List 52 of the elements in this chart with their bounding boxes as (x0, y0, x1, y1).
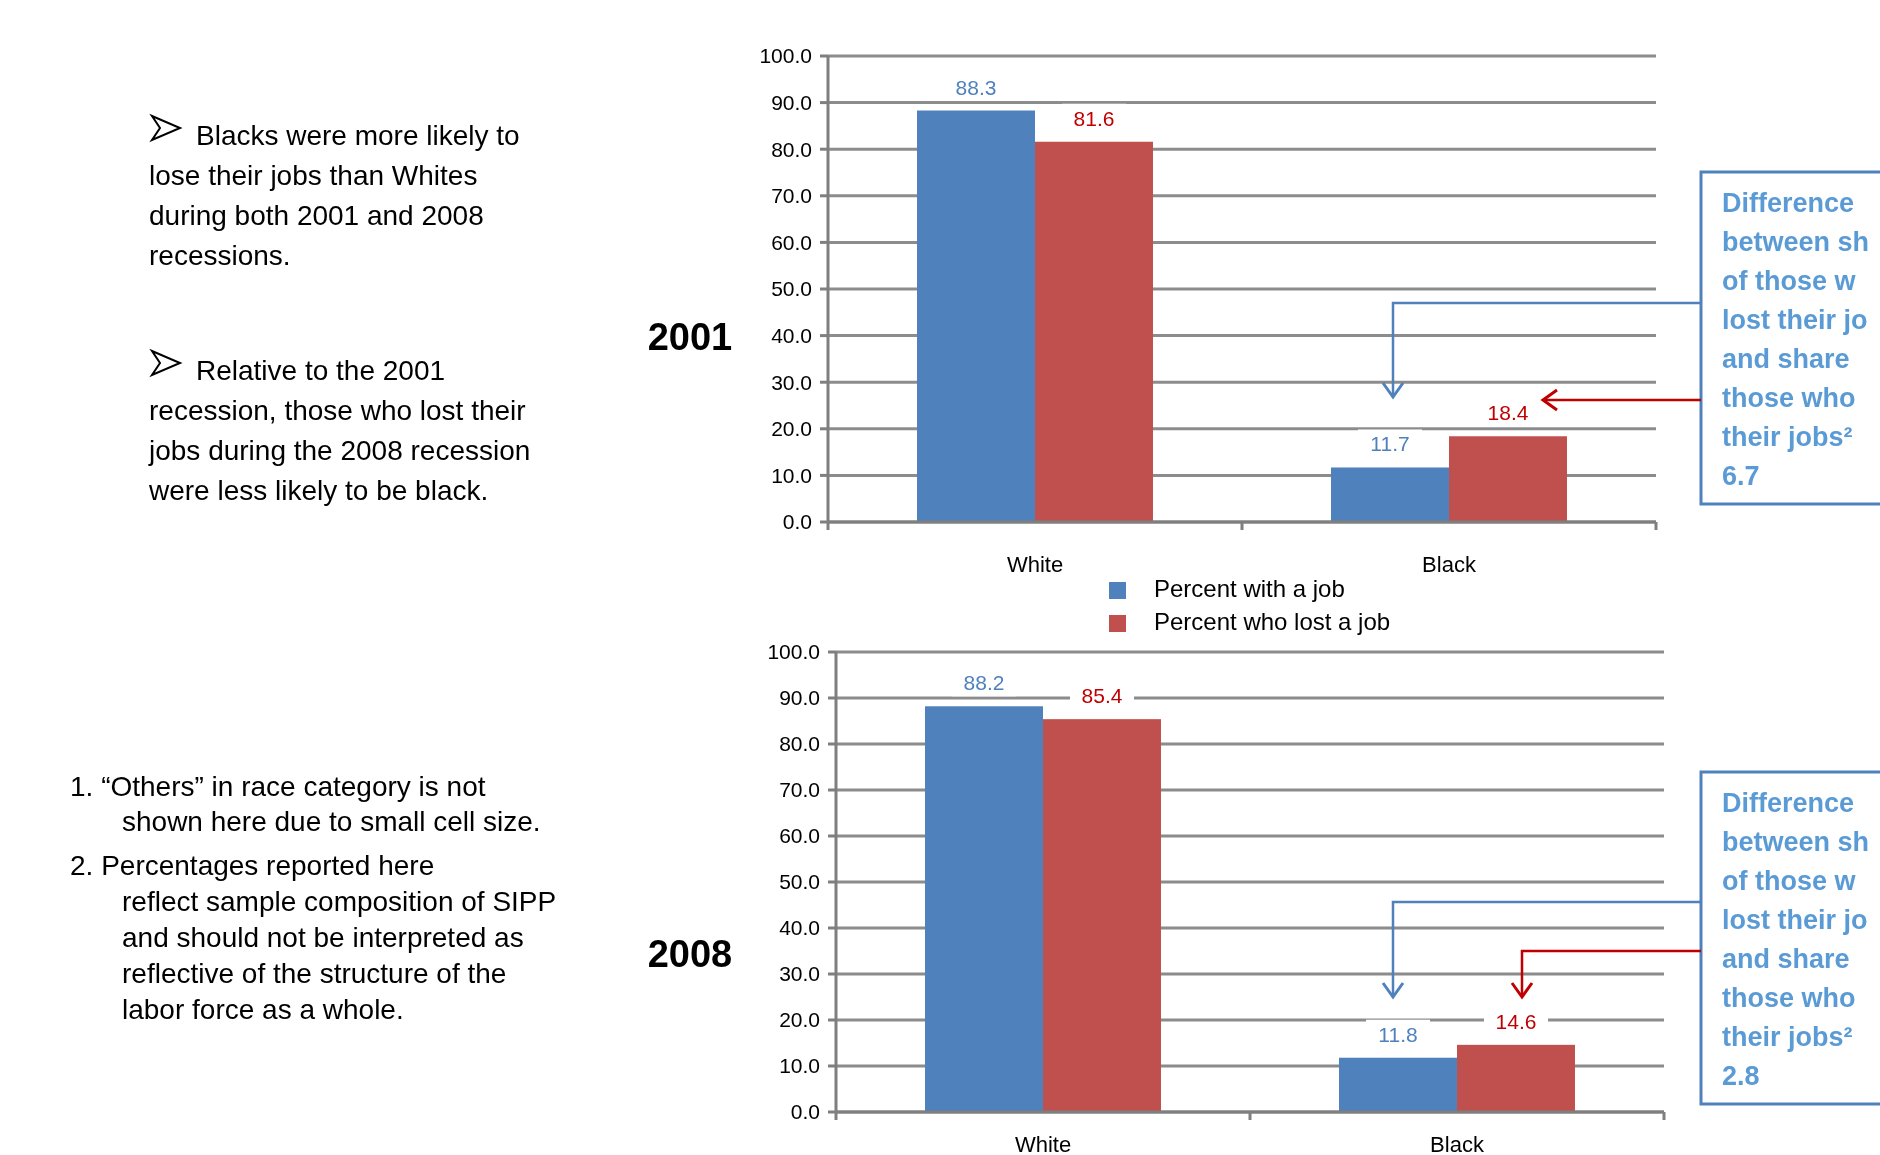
y-tick-label: 60.0 (779, 824, 820, 848)
bar (1043, 719, 1161, 1112)
x-tick-label: White (1006, 552, 1064, 577)
y-tick-label: 90.0 (771, 90, 812, 114)
y-tick-label: 40.0 (771, 323, 812, 347)
y-tick-label: 100.0 (759, 44, 812, 68)
text: Relative to the 2001 recession, those who lost their jobs during the 2008 recession were less likely to be black. (148, 355, 531, 506)
bar (1035, 141, 1153, 522)
text: Blacks were more likely to lose their jobs than Whites during both 2001 and 2008 recessions. (149, 120, 520, 271)
text: 1. “Others” in race category is not shown here due to small cell size. (70, 771, 541, 837)
y-tick-label: 40.0 (779, 916, 820, 940)
bar (1449, 436, 1567, 522)
y-tick-label: 80.0 (779, 732, 820, 756)
y-tick-label: 20.0 (779, 1008, 820, 1032)
legend-label: Percent who lost a job (1154, 608, 1391, 635)
data-label: 88.3 (955, 75, 997, 99)
text: Difference between sh of those w lost their jo and share those who their jobs² 6.7 (1722, 188, 1870, 491)
data-label: 81.6 (1073, 106, 1115, 130)
text: 2008 (647, 933, 733, 975)
y-tick-label: 10.0 (771, 463, 812, 487)
y-tick-label: 50.0 (771, 277, 812, 301)
y-tick-label: 90.0 (779, 686, 820, 710)
y-tick-label: 20.0 (771, 417, 812, 441)
y-tick-label: 70.0 (779, 778, 820, 802)
y-tick-label: 80.0 (771, 137, 812, 161)
bar (925, 706, 1043, 1112)
x-tick-label: Black (1422, 552, 1477, 577)
y-tick-label: 0.0 (782, 510, 812, 534)
y-tick-label: 30.0 (779, 962, 820, 986)
y-tick-label: 10.0 (779, 1054, 820, 1078)
y-tick-label: 70.0 (771, 184, 812, 208)
bar (917, 110, 1035, 522)
y-tick-label: 0.0 (790, 1100, 820, 1124)
bar (1331, 467, 1449, 522)
x-tick-label: Black (1430, 1132, 1485, 1155)
text: 2. Percentages reported here reflect sample composition of SIPP and should not be interpreted as reflective of the structure of the labor force as a whole. (70, 850, 557, 1025)
data-label: 88.2 (963, 671, 1005, 695)
text: 2001 (647, 316, 733, 358)
y-tick-label: 100.0 (767, 640, 820, 664)
legend-label: Percent with a job (1154, 575, 1345, 602)
y-tick-label: 60.0 (771, 230, 812, 254)
data-label: 85.4 (1081, 684, 1123, 708)
x-tick-label: White (1014, 1132, 1072, 1155)
data-label: 11.8 (1378, 1022, 1418, 1046)
bar (1457, 1044, 1575, 1112)
y-tick-label: 30.0 (771, 370, 812, 394)
data-label: 18.4 (1487, 401, 1529, 425)
y-tick-label: 50.0 (779, 870, 820, 894)
data-label: 14.6 (1495, 1009, 1537, 1033)
bar (1339, 1057, 1457, 1112)
data-label: 11.7 (1370, 432, 1410, 456)
text: Difference between sh of those w lost their jo and share those who their jobs² 2.8 (1722, 788, 1870, 1091)
